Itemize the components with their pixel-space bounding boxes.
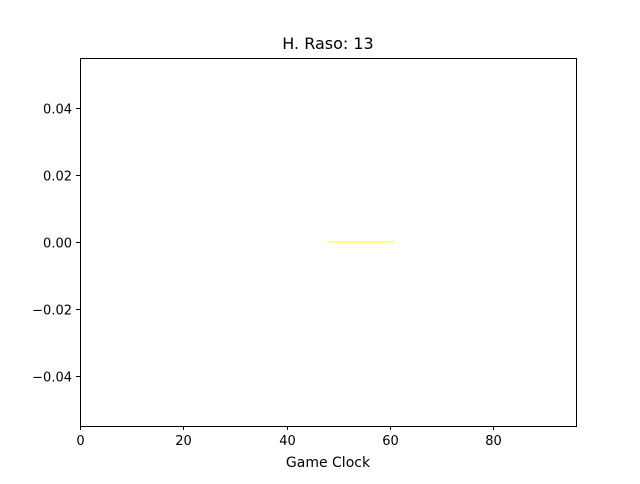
y-tick-label: −0.04 <box>32 371 72 386</box>
y-tick-label: −0.02 <box>32 304 72 319</box>
chart-title: H. Raso: 13 <box>282 34 373 53</box>
x-axis: 0 20 40 60 80 <box>76 426 502 449</box>
y-tick-label: 0.00 <box>43 237 72 252</box>
x-tick-label: 80 <box>485 434 502 449</box>
y-tick-label: 0.04 <box>43 103 72 118</box>
x-tick-label: 0 <box>76 434 84 449</box>
x-axis-label: Game Clock <box>286 455 371 471</box>
x-tick-label: 60 <box>382 434 399 449</box>
y-axis: 0.04 0.02 0.00 −0.02 −0.04 <box>32 103 80 386</box>
y-tick-label: 0.02 <box>43 170 72 185</box>
axes-frame <box>80 58 577 427</box>
x-tick-label: 40 <box>279 434 296 449</box>
x-tick-label: 20 <box>175 434 192 449</box>
